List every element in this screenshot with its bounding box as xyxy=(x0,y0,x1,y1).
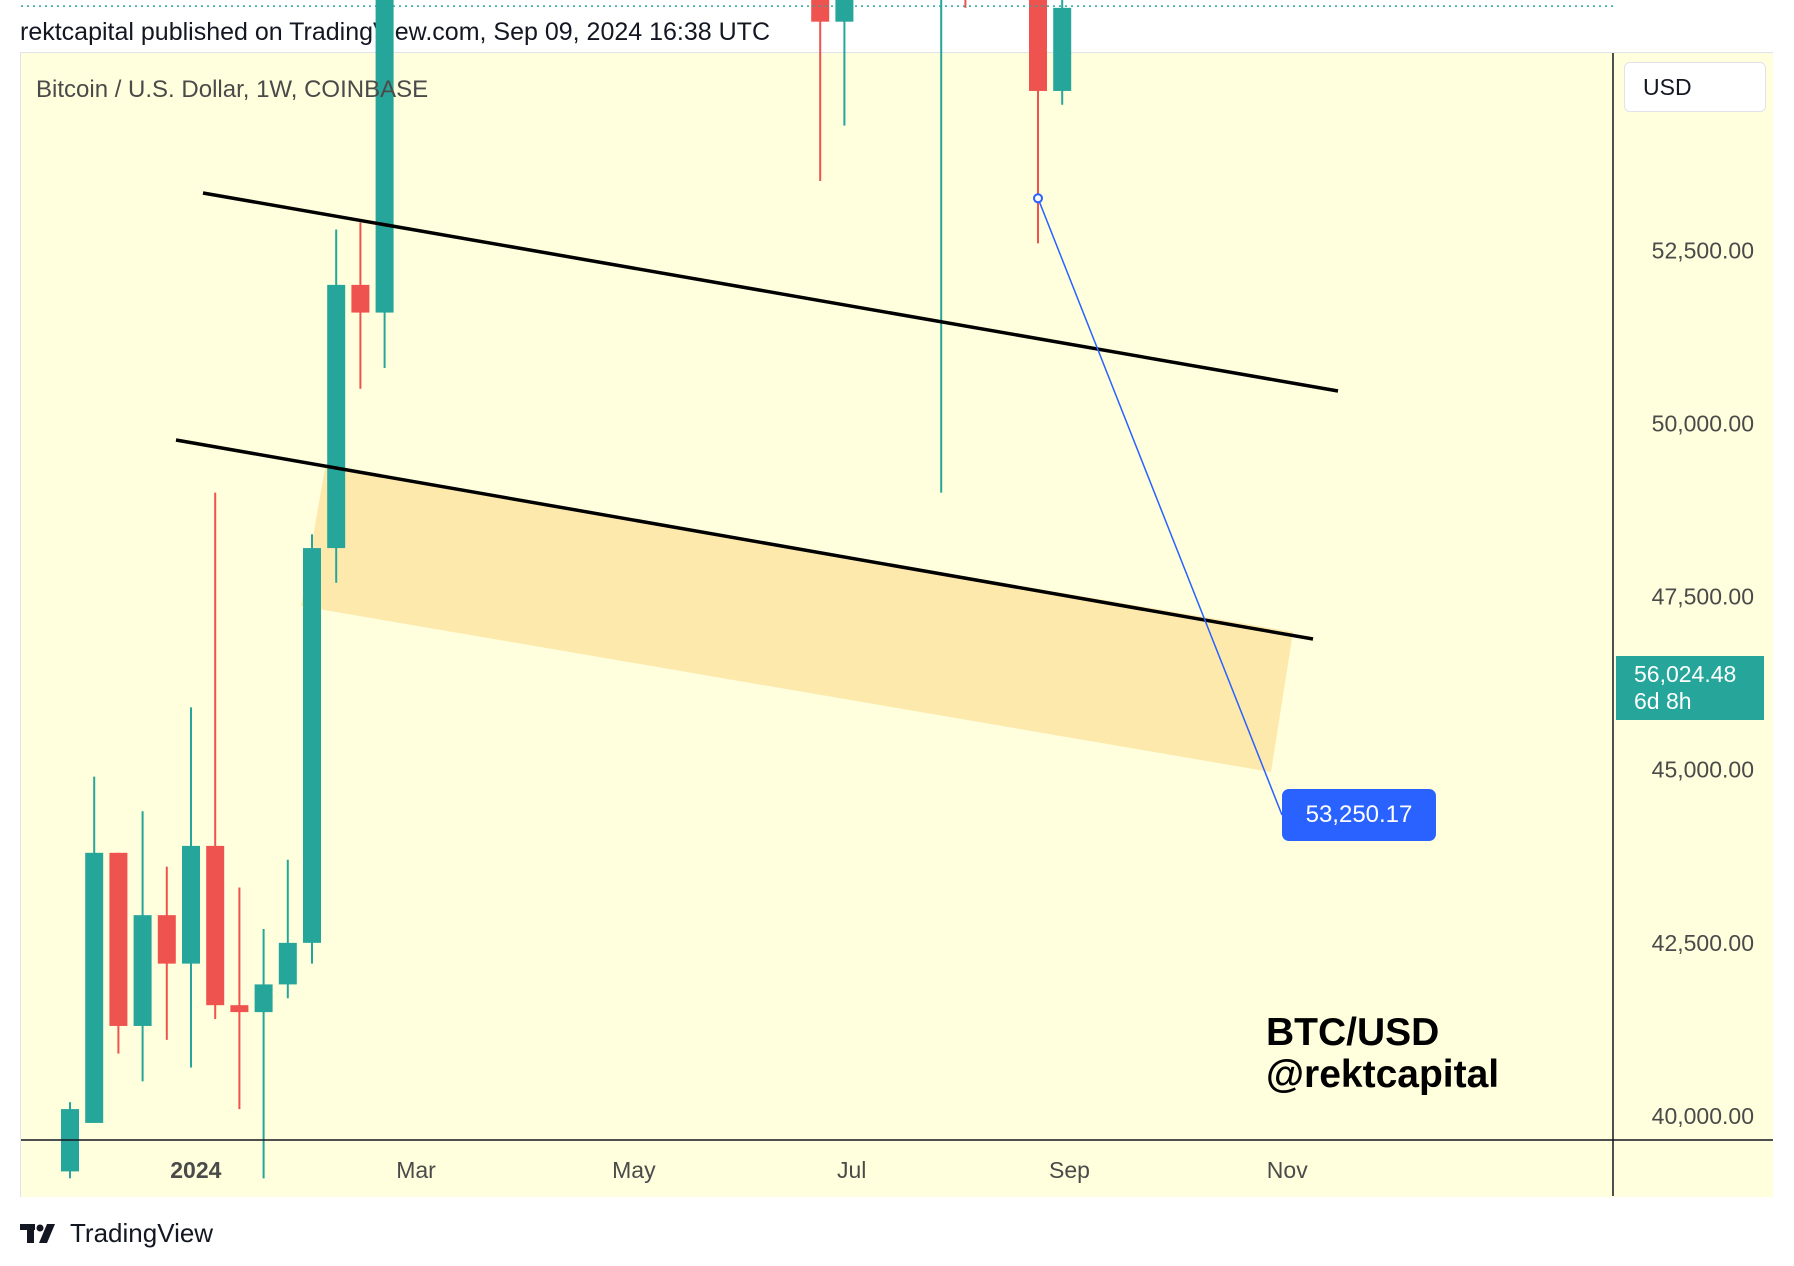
x-tick-label: Sep xyxy=(1049,1157,1090,1183)
y-tick-label: 45,000.00 xyxy=(1652,757,1754,783)
y-tick-label: 47,500.00 xyxy=(1652,584,1754,610)
current-price-tag: 56,024.48 6d 8h xyxy=(1616,656,1764,720)
candle-up[interactable] xyxy=(303,548,321,943)
y-tick-label: 52,500.00 xyxy=(1652,237,1754,263)
candle-up[interactable] xyxy=(835,0,854,22)
x-tick-label: Jul xyxy=(837,1157,866,1183)
candle-down[interactable] xyxy=(206,845,225,1006)
candle-up[interactable] xyxy=(327,284,346,549)
candle-down[interactable] xyxy=(230,1005,249,1013)
candle-countdown: 6d 8h xyxy=(1634,688,1692,714)
candle-up[interactable] xyxy=(278,942,297,985)
annotation-connector xyxy=(1037,198,1283,816)
price-annotation-label[interactable]: 53,250.17 xyxy=(1282,789,1436,841)
candle-down[interactable] xyxy=(157,915,176,964)
candle-up[interactable] xyxy=(182,845,200,964)
current-price-value: 56,024.48 xyxy=(1634,661,1737,687)
watermark-author: @rektcapital xyxy=(1266,1053,1500,1096)
footer-brand[interactable]: TradingView xyxy=(20,1218,213,1248)
upper-trendline[interactable] xyxy=(202,191,1339,393)
x-tick-label: 2024 xyxy=(170,1157,221,1183)
annotation-point[interactable] xyxy=(1033,193,1043,204)
x-tick-label: Nov xyxy=(1267,1157,1308,1183)
publish-header: rektcapital published on TradingView.com… xyxy=(20,18,770,46)
lower-trendline[interactable] xyxy=(175,438,1314,641)
watermark-pair: BTC/USD xyxy=(1266,1011,1440,1054)
symbol-legend[interactable]: Bitcoin / U.S. Dollar, 1W, COINBASE xyxy=(36,76,429,103)
candle-up[interactable] xyxy=(85,852,104,1123)
candle-down[interactable] xyxy=(811,0,830,22)
candle-down[interactable] xyxy=(351,284,370,313)
currency-button[interactable]: USD xyxy=(1624,62,1766,112)
x-tick-label: May xyxy=(612,1157,656,1183)
time-axis-background xyxy=(21,1140,1773,1197)
price-axis-background xyxy=(1613,53,1773,1140)
y-tick-label: 40,000.00 xyxy=(1652,1103,1754,1129)
tradingview-logo-icon xyxy=(20,1224,55,1243)
candle-up[interactable] xyxy=(375,0,394,313)
candle-up[interactable] xyxy=(1053,7,1072,91)
y-tick-label: 50,000.00 xyxy=(1652,410,1754,436)
candle-up[interactable] xyxy=(254,984,273,1013)
candle-up[interactable] xyxy=(133,915,152,1026)
channel-fill[interactable] xyxy=(301,468,1293,772)
candle-down[interactable] xyxy=(109,852,128,1026)
chart-watermark: BTC/USD @rektcapital xyxy=(1266,1012,1499,1096)
x-tick-label: Mar xyxy=(396,1157,436,1183)
y-tick-label: 42,500.00 xyxy=(1652,930,1754,956)
footer-brand-text: TradingView xyxy=(70,1217,214,1248)
candle-down[interactable] xyxy=(1029,0,1047,91)
